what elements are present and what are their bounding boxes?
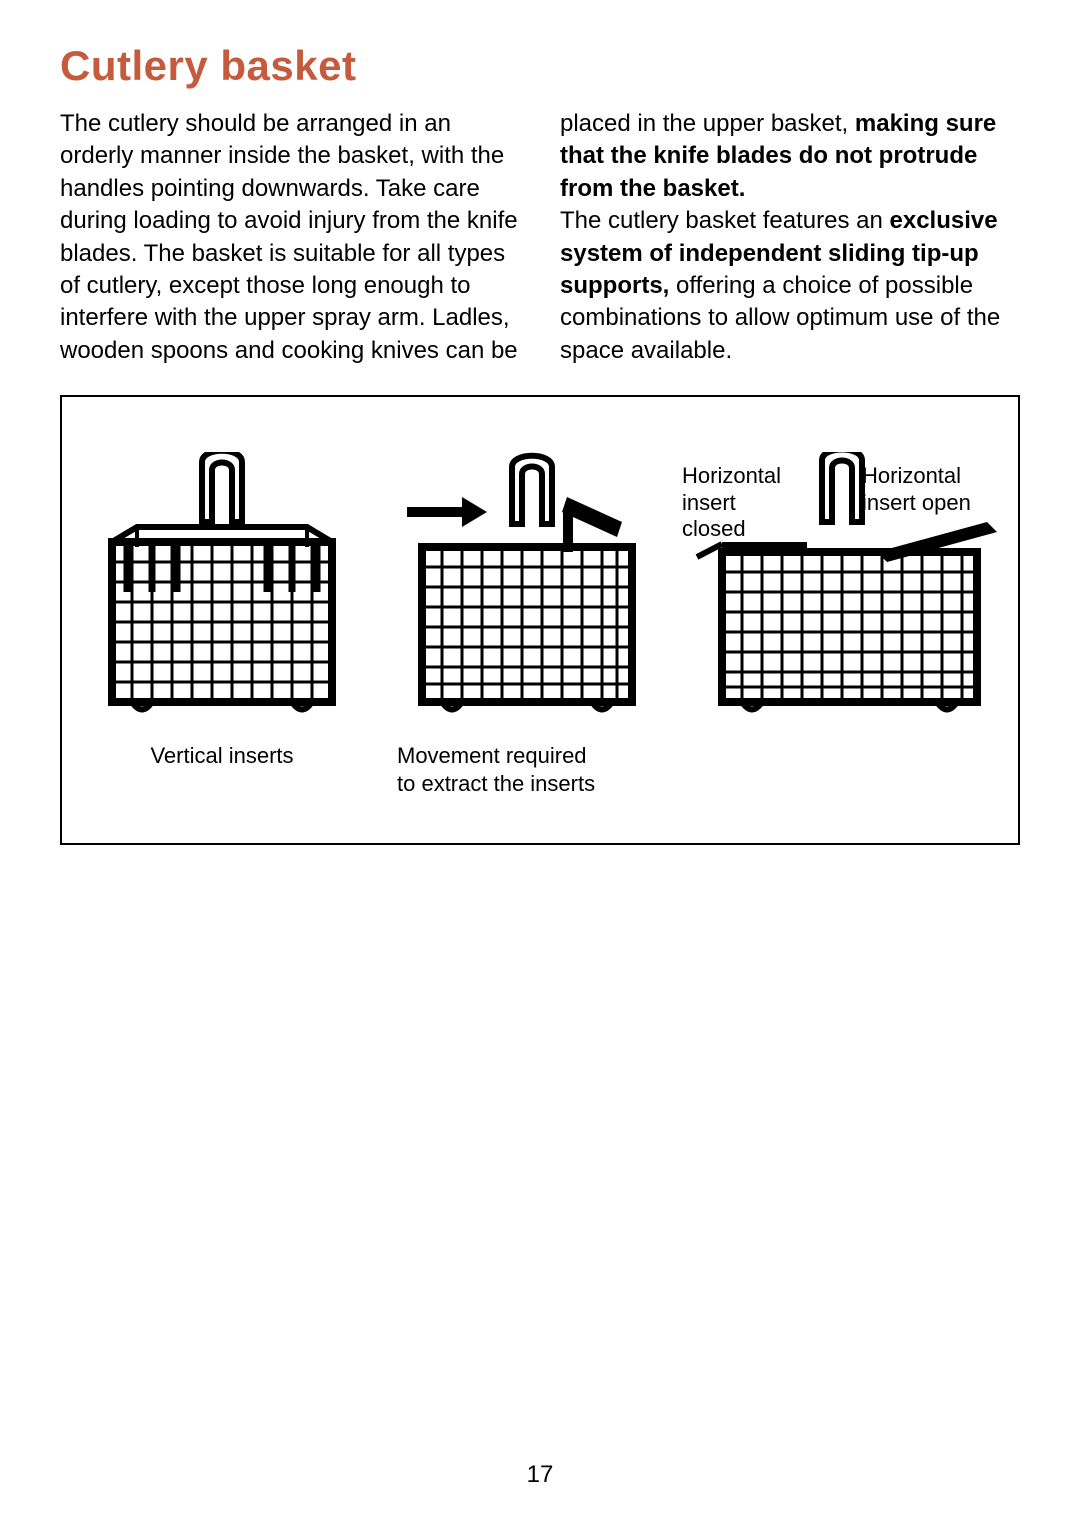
basket-movement-icon	[392, 452, 652, 732]
label-open-l2: insert open	[862, 490, 971, 515]
column-right: placed in the upper basket, making sure …	[560, 108, 1020, 367]
col2-text-b: The cutlery basket features an	[560, 207, 890, 234]
basket-vertical-icon	[92, 452, 352, 732]
caption-movement: Movement required to extract the inserts	[397, 742, 647, 797]
caption-vertical: Vertical inserts	[150, 742, 293, 770]
page-number: 17	[0, 1461, 1080, 1489]
label-open-l1: Horizontal	[862, 463, 961, 488]
col2-text-a: placed in the upper basket,	[560, 110, 855, 137]
label-closed-l1: Horizontal	[682, 463, 781, 488]
label-closed-l2: insert closed	[682, 490, 746, 541]
figure-panel-vertical: Vertical inserts	[92, 452, 352, 813]
horizontal-labels: Horizontal insert closed Horizontal inse…	[682, 463, 982, 542]
page-heading: Cutlery basket	[60, 42, 1020, 90]
caption-movement-l2: to extract the inserts	[397, 771, 595, 796]
column-left: The cutlery should be arranged in an ord…	[60, 108, 520, 367]
label-open: Horizontal insert open	[862, 463, 982, 542]
caption-movement-l1: Movement required	[397, 743, 587, 768]
figure-box: Vertical inserts	[60, 395, 1020, 845]
figure-panel-movement: Movement required to extract the inserts	[392, 452, 652, 813]
body-columns: The cutlery should be arranged in an ord…	[60, 108, 1020, 367]
col1-text: The cutlery should be arranged in an ord…	[60, 110, 518, 364]
label-closed: Horizontal insert closed	[682, 463, 802, 542]
